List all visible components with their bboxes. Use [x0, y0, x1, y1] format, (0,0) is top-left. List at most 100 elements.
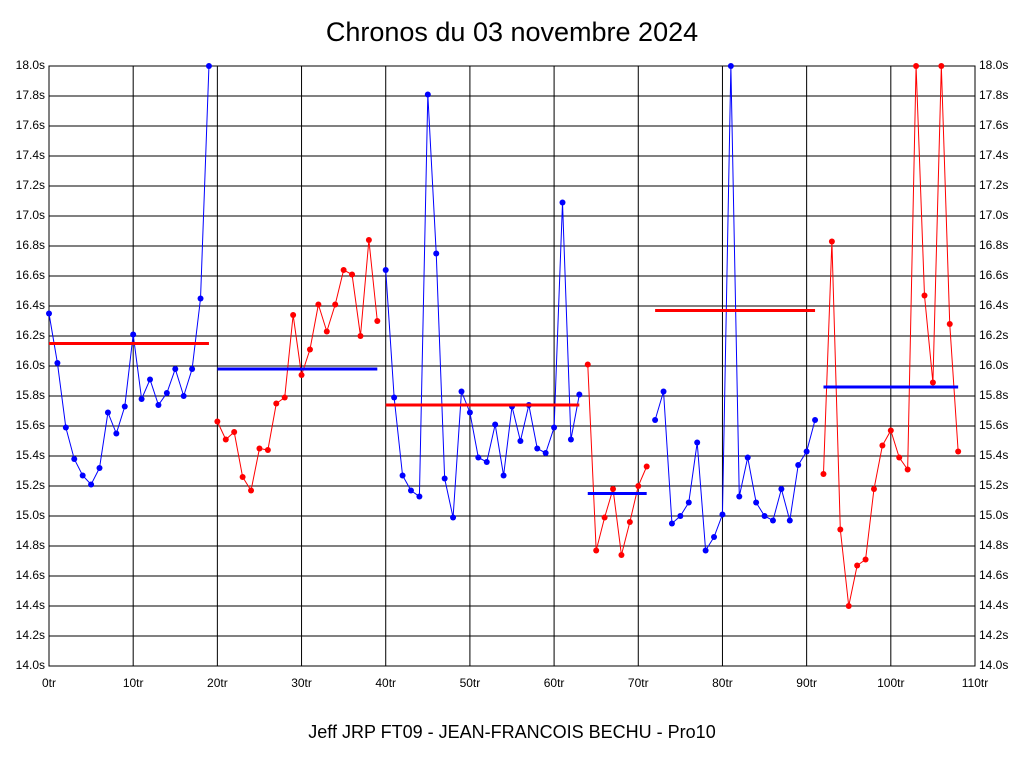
lap-point [46, 310, 52, 317]
y-tick-label: 17.4s [16, 148, 45, 162]
lap-point [172, 366, 179, 372]
lap-point [155, 402, 162, 408]
lap-point [273, 400, 280, 407]
y-tick-label: 16.8s [16, 238, 45, 252]
x-tick-label: 10tr [123, 676, 144, 690]
lap-point [264, 447, 271, 453]
lap-point [54, 360, 61, 366]
lap-point [862, 556, 869, 563]
y-tick-label: 17.2s [16, 178, 45, 192]
lap-line [48, 65, 210, 486]
lap-point [711, 534, 718, 540]
lap-point [62, 424, 69, 431]
lap-point [399, 472, 406, 479]
lap-point [618, 552, 625, 558]
y2-tick-label: 14.4s [979, 598, 1008, 612]
y-tick-label: 18.0s [16, 58, 45, 72]
lap-point [946, 321, 953, 327]
lap-point [205, 63, 212, 69]
lap-point [803, 448, 810, 455]
lap-point [391, 394, 398, 401]
y-tick-label: 17.6s [16, 118, 45, 132]
y2-tick-label: 15.6s [979, 418, 1008, 432]
lap-point [551, 424, 558, 431]
x-tick-label: 110tr [962, 676, 988, 690]
lap-point [828, 238, 835, 245]
lap-point [323, 328, 330, 335]
y2-tick-label: 15.2s [979, 478, 1008, 492]
lap-point [466, 409, 473, 416]
lap-point [500, 472, 507, 479]
x-tick-label: 20tr [207, 676, 228, 690]
lap-point [88, 481, 95, 488]
y2-tick-label: 18.0s [979, 58, 1008, 72]
lap-point [593, 547, 600, 554]
lap-point [113, 430, 120, 437]
lap-point [668, 520, 675, 527]
lap-point [197, 295, 204, 302]
y2-tick-label: 16.4s [979, 298, 1008, 312]
lap-line [654, 65, 816, 553]
lap-point [138, 396, 145, 402]
lap-point [382, 267, 389, 273]
y2-tick-label: 15.0s [979, 508, 1008, 522]
y-tick-label: 15.6s [16, 418, 45, 432]
x-tick-label: 60tr [544, 676, 565, 690]
lap-point [837, 526, 844, 533]
y2-tick-label: 17.4s [979, 148, 1008, 162]
lap-point [492, 421, 499, 428]
y-tick-label: 17.0s [16, 208, 45, 222]
lap-point [121, 403, 128, 410]
x-tick-label: 50tr [460, 676, 481, 690]
lap-point [407, 487, 414, 494]
lap-point [887, 427, 894, 434]
lap-point [870, 486, 877, 492]
lap-point [694, 439, 701, 446]
lap-point [163, 390, 170, 396]
lap-point [239, 474, 246, 480]
lap-point [248, 487, 255, 494]
lap-point [450, 514, 457, 521]
lap-point [635, 483, 642, 489]
y2-tick-label: 17.0s [979, 208, 1008, 222]
lap-point [879, 442, 886, 449]
y-tick-label: 14.2s [16, 628, 45, 642]
lap-line [216, 239, 378, 492]
lap-point [483, 459, 490, 465]
y2-tick-label: 14.8s [979, 538, 1008, 552]
lap-point [904, 466, 911, 473]
lap-point [854, 562, 861, 569]
y-tick-label: 16.6s [16, 268, 45, 282]
lap-point [610, 486, 617, 492]
y2-tick-label: 14.6s [979, 568, 1008, 582]
lap-point [458, 388, 465, 395]
lap-point [685, 499, 692, 506]
lap-point [433, 250, 440, 257]
x-tick-label: 100tr [877, 676, 904, 690]
y-tick-label: 15.0s [16, 508, 45, 522]
lap-point [913, 63, 920, 69]
lap-point [71, 456, 78, 462]
y-tick-label: 14.0s [16, 658, 45, 672]
lap-point [660, 388, 667, 395]
lap-point [719, 511, 726, 518]
y-tick-label: 17.8s [16, 88, 45, 102]
lap-point [441, 475, 448, 482]
x-tick-label: 0tr [42, 676, 56, 690]
lap-point [769, 517, 776, 524]
lap-point [795, 462, 802, 468]
lap-point [290, 312, 297, 318]
lap-point [845, 603, 852, 609]
lap-point [96, 465, 103, 471]
lap-point [79, 472, 86, 479]
lap-point [955, 448, 962, 455]
lap-point [534, 445, 541, 452]
lap-point [753, 499, 760, 506]
lap-point [357, 333, 364, 339]
y2-tick-label: 17.2s [979, 178, 1008, 192]
lap-point [231, 429, 238, 435]
y2-tick-label: 16.6s [979, 268, 1008, 282]
lap-point [812, 417, 819, 423]
